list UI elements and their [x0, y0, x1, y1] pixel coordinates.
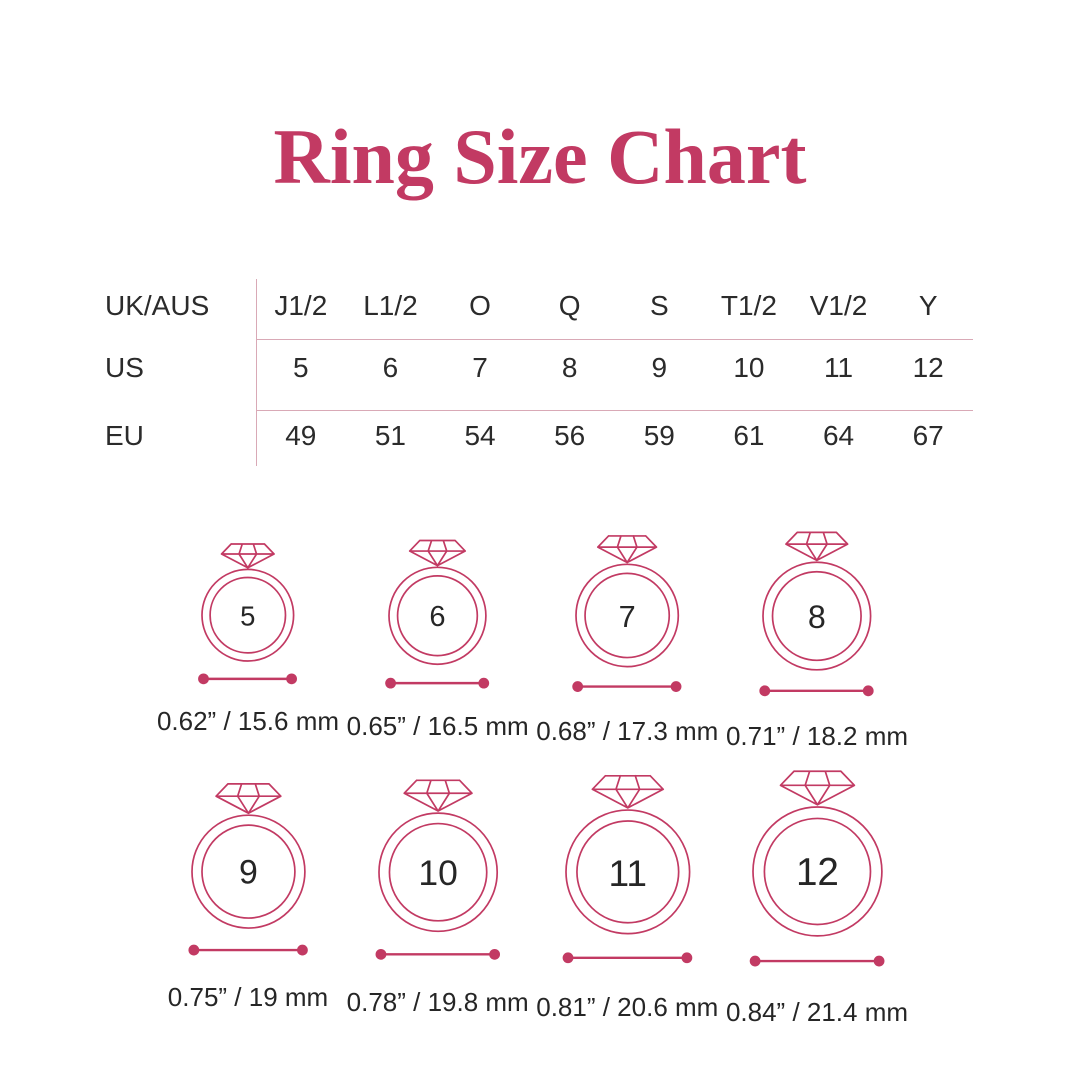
svg-text:11: 11 [608, 852, 646, 894]
svg-text:7: 7 [619, 599, 636, 634]
svg-text:5: 5 [240, 601, 255, 632]
svg-text:10: 10 [418, 853, 457, 893]
svg-text:12: 12 [795, 851, 838, 894]
svg-text:9: 9 [239, 854, 258, 892]
svg-text:8: 8 [808, 599, 826, 635]
svg-text:6: 6 [430, 601, 446, 633]
